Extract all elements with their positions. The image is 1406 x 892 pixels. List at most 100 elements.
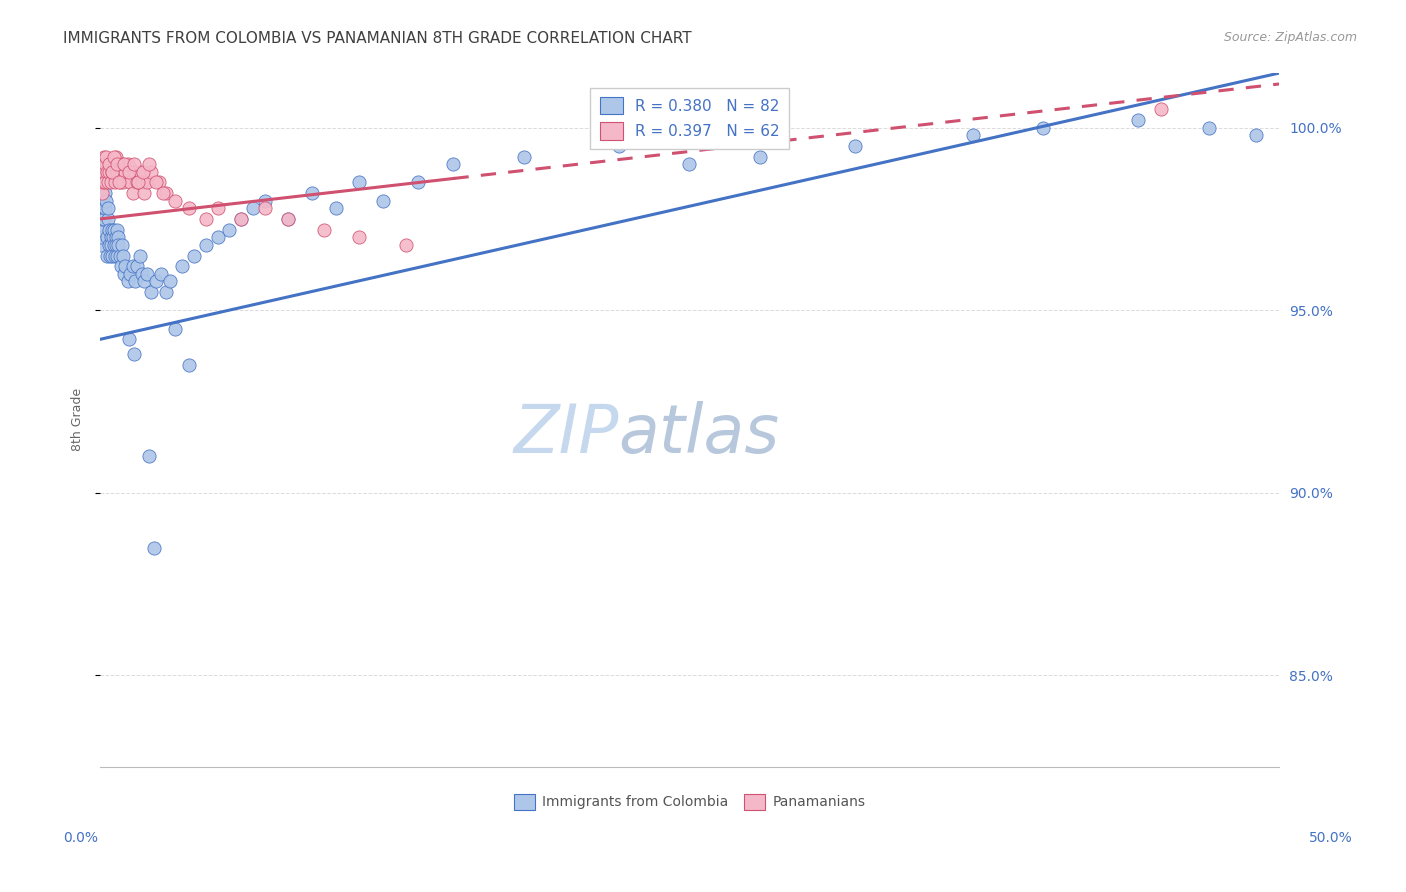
Point xyxy=(90,176,112,190)
Point xyxy=(94,150,117,164)
Point xyxy=(194,212,217,227)
Point xyxy=(1244,128,1267,142)
Point xyxy=(277,212,299,227)
Point xyxy=(93,164,115,178)
Point xyxy=(94,176,117,190)
Y-axis label: 8th Grade: 8th Grade xyxy=(72,388,84,451)
Point xyxy=(132,164,155,178)
Text: ZIP: ZIP xyxy=(513,401,619,467)
Point xyxy=(207,230,229,244)
Point xyxy=(103,150,125,164)
Point xyxy=(117,274,139,288)
Point xyxy=(108,176,131,190)
Point xyxy=(406,176,429,190)
Point xyxy=(163,321,186,335)
Point xyxy=(395,237,418,252)
Point xyxy=(103,223,125,237)
Point xyxy=(1198,120,1220,135)
Point xyxy=(127,176,149,190)
Point xyxy=(122,347,145,361)
Point xyxy=(110,260,132,274)
Point xyxy=(94,194,117,208)
Point xyxy=(229,212,252,227)
Point xyxy=(121,186,143,201)
Point xyxy=(101,164,124,178)
Point xyxy=(149,267,172,281)
Point xyxy=(131,176,153,190)
Point xyxy=(100,230,122,244)
Point xyxy=(179,201,201,215)
Point xyxy=(120,176,142,190)
Point xyxy=(277,212,299,227)
Point xyxy=(128,164,150,178)
Text: 50.0%: 50.0% xyxy=(1309,831,1353,846)
Point xyxy=(108,248,131,262)
Point xyxy=(371,194,394,208)
Point xyxy=(135,176,157,190)
Point xyxy=(134,274,156,288)
Point xyxy=(90,223,112,237)
Point xyxy=(1032,120,1054,135)
Text: IMMIGRANTS FROM COLOMBIA VS PANAMANIAN 8TH GRADE CORRELATION CHART: IMMIGRANTS FROM COLOMBIA VS PANAMANIAN 8… xyxy=(63,31,692,46)
Point xyxy=(118,333,141,347)
Point xyxy=(98,157,121,171)
Point xyxy=(93,157,115,171)
Point xyxy=(104,176,127,190)
Point xyxy=(242,201,264,215)
Point xyxy=(112,248,135,262)
Point xyxy=(93,212,115,227)
Point xyxy=(120,267,142,281)
Point xyxy=(114,260,136,274)
Point xyxy=(347,176,370,190)
Point xyxy=(218,223,240,237)
Point xyxy=(105,150,128,164)
Point xyxy=(93,150,115,164)
Point xyxy=(103,237,125,252)
Point xyxy=(229,212,252,227)
Point xyxy=(142,541,165,555)
Point xyxy=(134,186,156,201)
Point xyxy=(347,230,370,244)
Point xyxy=(207,201,229,215)
Point xyxy=(194,237,217,252)
Point xyxy=(112,176,135,190)
Point xyxy=(97,164,120,178)
Legend: Immigrants from Colombia, Panamanians: Immigrants from Colombia, Panamanians xyxy=(508,788,870,815)
Point xyxy=(98,223,121,237)
Point xyxy=(127,176,149,190)
Point xyxy=(108,176,131,190)
Point xyxy=(112,157,135,171)
Point xyxy=(183,248,205,262)
Point xyxy=(172,260,194,274)
Point xyxy=(152,186,174,201)
Point xyxy=(443,157,465,171)
Point xyxy=(962,128,984,142)
Point xyxy=(91,176,114,190)
Point xyxy=(104,230,127,244)
Point xyxy=(97,176,120,190)
Point xyxy=(117,157,139,171)
Point xyxy=(112,267,135,281)
Point xyxy=(111,157,134,171)
Point xyxy=(121,260,143,274)
Text: Source: ZipAtlas.com: Source: ZipAtlas.com xyxy=(1223,31,1357,45)
Point xyxy=(155,285,177,299)
Point xyxy=(94,201,117,215)
Point xyxy=(1150,103,1173,117)
Point xyxy=(90,230,112,244)
Point xyxy=(105,164,128,178)
Point xyxy=(124,274,146,288)
Point xyxy=(91,157,114,171)
Point xyxy=(104,248,127,262)
Point xyxy=(105,248,128,262)
Point xyxy=(118,164,141,178)
Point xyxy=(97,212,120,227)
Point xyxy=(100,176,122,190)
Point xyxy=(607,139,630,153)
Point xyxy=(96,164,118,178)
Point xyxy=(179,358,201,372)
Point xyxy=(1126,113,1149,128)
Point xyxy=(145,176,167,190)
Point xyxy=(98,157,121,171)
Point xyxy=(678,157,700,171)
